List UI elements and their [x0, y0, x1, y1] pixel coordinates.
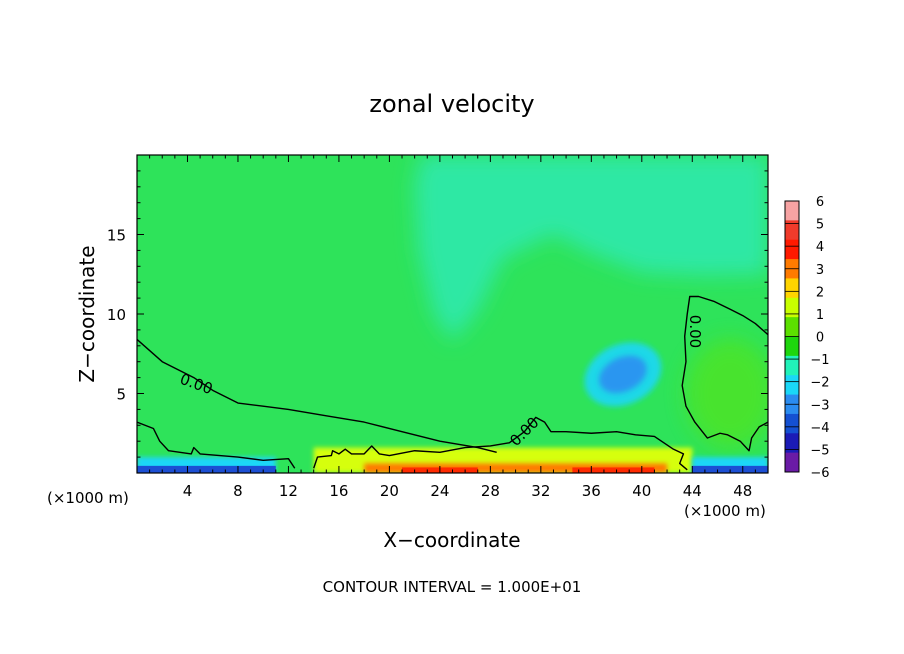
y-tick-label: 15: [107, 227, 126, 245]
x-tick-label: 12: [279, 482, 298, 500]
colorbar-label: −2: [810, 376, 829, 391]
contour-label: 0.00: [686, 315, 704, 348]
positive-zone-right: [685, 338, 768, 449]
colorbar-segment: [785, 317, 799, 337]
colorbar-label: 2: [816, 285, 824, 300]
colorbar-segment: [785, 220, 799, 241]
x-axis-label: X−coordinate: [383, 528, 520, 552]
x-tick-label: 8: [233, 482, 243, 500]
x-tick-label: 28: [481, 482, 500, 500]
colorbar-label: −4: [810, 421, 829, 436]
x-unit-right: (×1000 m): [684, 502, 766, 520]
near-surface-red-core-b: [572, 467, 655, 473]
y-axis: 5 10 15: [107, 170, 768, 458]
colorbar-label: −1: [810, 353, 829, 368]
colorbar-segment: [785, 413, 799, 434]
colorbar-label: 1: [816, 308, 824, 323]
contour-interval-footer: CONTOUR INTERVAL = 1.000E+01: [323, 578, 582, 596]
colorbar-segment: [785, 278, 799, 299]
colorbar-label: 6: [816, 195, 824, 210]
colorbar-segment: [785, 201, 799, 221]
colorbar-label: 4: [816, 240, 824, 255]
colorbar-segment: [785, 336, 799, 357]
negative-core: [599, 355, 647, 394]
near-surface-negative-left: [137, 465, 276, 473]
colorbar-segment: [785, 452, 799, 473]
zero-contour-4: [681, 295, 768, 452]
colorbar-segment: [785, 239, 799, 260]
x-tick-label: 48: [733, 482, 752, 500]
x-tick-label: 24: [430, 482, 449, 500]
x-tick-label: 20: [380, 482, 399, 500]
y-axis-label: Z−coordinate: [75, 245, 99, 382]
colorbar-segment: [785, 433, 799, 454]
colorbar-label: 5: [816, 218, 824, 233]
x-tick-label: 44: [683, 482, 702, 500]
near-surface-negative-right: [692, 465, 768, 473]
colorbar-label: −3: [810, 398, 829, 413]
y-tick-label: 5: [116, 386, 126, 404]
x-tick-label: 36: [582, 482, 601, 500]
y-tick-label: 10: [107, 306, 126, 324]
zero-contour-3: [313, 416, 688, 471]
colorbar-label: −5: [810, 443, 829, 458]
chart-title: zonal velocity: [369, 90, 534, 118]
x-axis: 4 8 12 16 20 24 28 32 36 40 44 48: [149, 155, 756, 500]
x-tick-label: 32: [531, 482, 550, 500]
plot-area: [137, 155, 768, 473]
x-unit-left: (×1000 m): [47, 489, 129, 507]
colorbar-label: 3: [816, 263, 824, 278]
colorbar-label: −6: [810, 466, 829, 481]
upper-cyan-region: [414, 155, 768, 342]
colorbar-segment: [785, 297, 799, 318]
x-tick-label: 4: [183, 482, 193, 500]
near-surface-positive-jet: [364, 463, 668, 473]
zero-contour-1: [137, 338, 497, 454]
colorbar-segment: [785, 355, 799, 376]
colorbar-label: 0: [816, 331, 824, 346]
x-tick-label: 16: [329, 482, 348, 500]
colorbar-segment: [785, 375, 799, 396]
colorbar: 6 5 4 3 2 1 0 −1 −2 −3 −4 −5 −6: [784, 195, 830, 481]
x-tick-label: 40: [632, 482, 651, 500]
zero-contour-2: [137, 421, 296, 469]
